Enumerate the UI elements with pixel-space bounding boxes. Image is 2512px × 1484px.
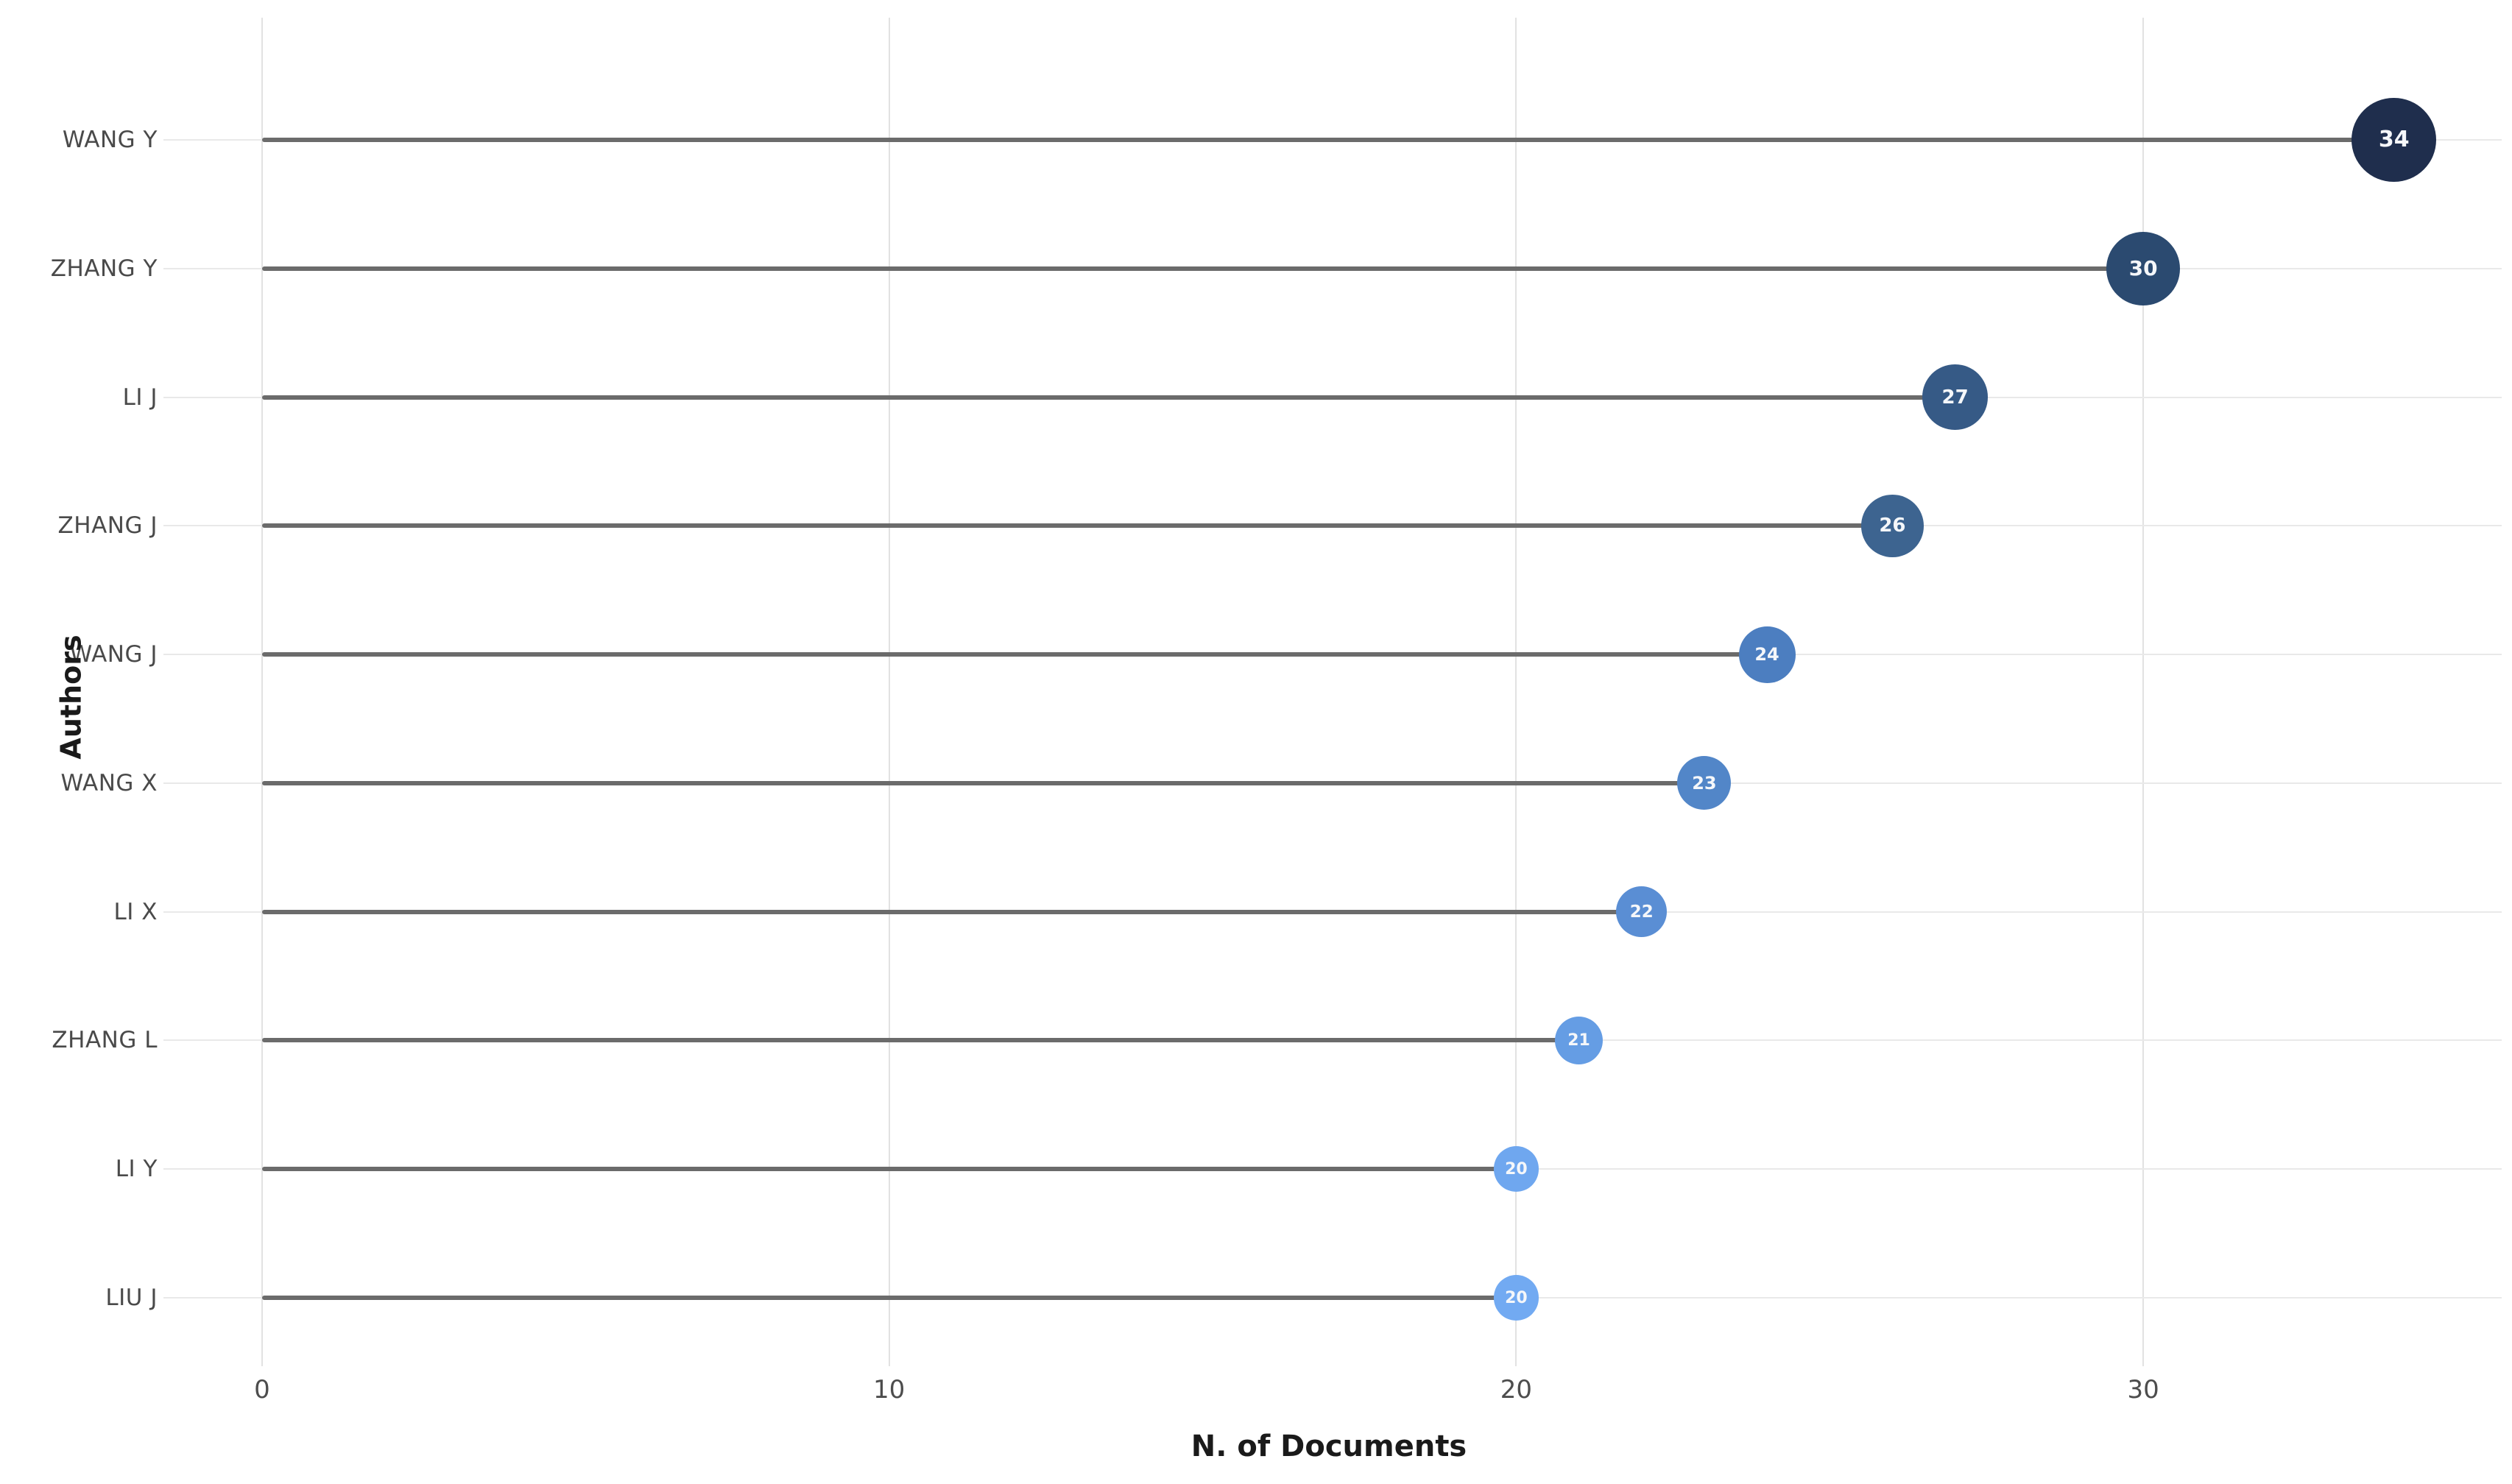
author-label: WANG Y xyxy=(62,127,158,153)
author-label: ZHANG Y xyxy=(50,255,158,282)
author-label: WANG J xyxy=(69,641,158,668)
stem-line xyxy=(262,909,1642,914)
x-axis-title: N. of Documents xyxy=(1190,1430,1467,1463)
data-point-value: 23 xyxy=(1692,772,1717,794)
stem-line xyxy=(262,652,1768,657)
data-point[interactable]: 22 xyxy=(1616,886,1668,938)
stem-line xyxy=(262,395,1955,400)
author-label: WANG X xyxy=(60,769,158,796)
data-point[interactable]: 23 xyxy=(1677,756,1732,810)
data-point-value: 22 xyxy=(1629,902,1654,922)
author-label: LIU J xyxy=(105,1285,158,1312)
stem-line xyxy=(262,266,2144,271)
x-gridline xyxy=(261,18,263,1366)
data-point-value: 20 xyxy=(1505,1288,1528,1307)
stem-line xyxy=(262,138,2394,142)
stem-line xyxy=(262,780,1704,785)
stem-line xyxy=(262,1167,1517,1172)
stem-line xyxy=(262,523,1893,529)
data-point[interactable]: 21 xyxy=(1554,1016,1603,1065)
x-gridline xyxy=(2142,18,2145,1366)
x-tick-label: 0 xyxy=(254,1375,270,1404)
data-point-value: 34 xyxy=(2378,127,2410,153)
stem-line xyxy=(262,1296,1517,1301)
author-label: ZHANG J xyxy=(57,512,158,540)
data-point[interactable]: 26 xyxy=(1861,495,1924,557)
data-point-value: 27 xyxy=(1941,386,1969,409)
stem-line xyxy=(262,1038,1579,1043)
x-tick-label: 20 xyxy=(1500,1375,1533,1404)
x-gridline xyxy=(1515,18,1517,1366)
data-point[interactable]: 30 xyxy=(2106,231,2180,305)
data-point[interactable]: 20 xyxy=(1493,1146,1539,1192)
author-label: ZHANG L xyxy=(52,1027,158,1054)
data-point[interactable]: 24 xyxy=(1738,626,1796,683)
author-label: LI J xyxy=(122,384,158,411)
x-gridline xyxy=(888,18,890,1366)
y-axis-title: Authors xyxy=(54,635,88,760)
data-point-value: 26 xyxy=(1879,515,1906,537)
data-point-value: 20 xyxy=(1505,1159,1528,1179)
data-point[interactable]: 27 xyxy=(1922,364,1988,430)
data-point[interactable]: 34 xyxy=(2352,97,2437,183)
data-point-value: 30 xyxy=(2128,256,2158,281)
x-tick-label: 10 xyxy=(873,1375,906,1404)
author-label: LI Y xyxy=(115,1156,158,1183)
x-tick-label: 30 xyxy=(2127,1375,2159,1404)
data-point-value: 24 xyxy=(1754,644,1779,665)
data-point-value: 21 xyxy=(1567,1031,1590,1050)
data-point[interactable]: 20 xyxy=(1493,1275,1539,1321)
author-label: LI X xyxy=(113,898,158,925)
